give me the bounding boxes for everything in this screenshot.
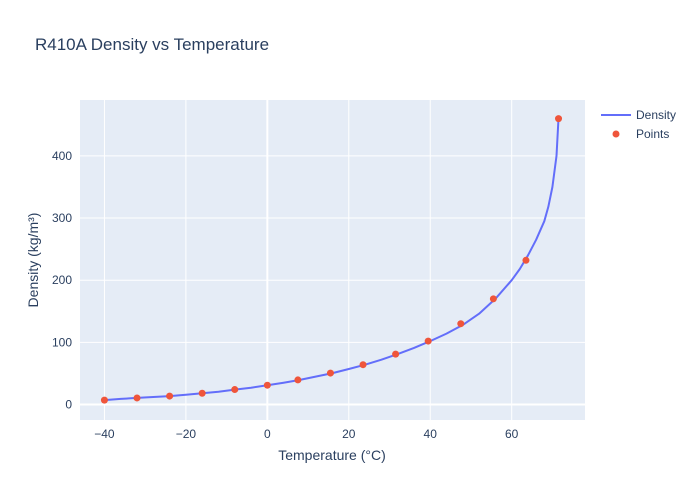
legend-marker-swatch xyxy=(612,130,620,138)
x-axis-title: Temperature (°C) xyxy=(278,447,386,463)
y-tick-label: 100 xyxy=(52,335,72,349)
data-point[interactable] xyxy=(133,394,141,402)
y-tick-label: 0 xyxy=(65,397,72,411)
data-point[interactable] xyxy=(424,337,432,345)
data-point[interactable] xyxy=(100,396,108,404)
y-tick-label: 300 xyxy=(52,211,72,225)
density-series-line[interactable] xyxy=(104,118,560,402)
x-tick-label: −40 xyxy=(94,427,115,441)
data-point[interactable] xyxy=(392,350,400,358)
legend: Density Points xyxy=(601,108,676,141)
y-axis-title: Density (kg/m³) xyxy=(25,213,41,308)
x-tick-label: 20 xyxy=(342,427,356,441)
data-point[interactable] xyxy=(231,386,239,394)
x-tick-label: −20 xyxy=(176,427,197,441)
plot-area[interactable] xyxy=(80,100,585,420)
series-layer xyxy=(100,115,563,404)
chart-title: R410A Density vs Temperature xyxy=(35,35,269,54)
data-point[interactable] xyxy=(263,381,271,389)
x-tick-label: 60 xyxy=(505,427,519,441)
data-point[interactable] xyxy=(198,389,206,397)
x-tick-label: 0 xyxy=(264,427,271,441)
data-point[interactable] xyxy=(522,256,530,264)
legend-label-points: Points xyxy=(636,127,669,141)
data-point[interactable] xyxy=(326,369,334,377)
legend-item-points[interactable]: Points xyxy=(612,127,670,141)
y-tick-label: 400 xyxy=(52,149,72,163)
data-point[interactable] xyxy=(489,295,497,303)
legend-label-density: Density xyxy=(636,108,676,122)
legend-item-density[interactable]: Density xyxy=(601,108,676,122)
x-tick-label: 40 xyxy=(424,427,438,441)
data-point[interactable] xyxy=(359,361,367,369)
data-point[interactable] xyxy=(166,392,174,400)
tick-labels: −40 −20 0 20 40 60 0 100 200 300 400 xyxy=(52,149,519,441)
grid-lines xyxy=(80,100,585,420)
data-point[interactable] xyxy=(555,115,563,123)
data-point[interactable] xyxy=(457,320,465,328)
y-tick-label: 200 xyxy=(52,273,72,287)
data-point[interactable] xyxy=(294,376,302,384)
